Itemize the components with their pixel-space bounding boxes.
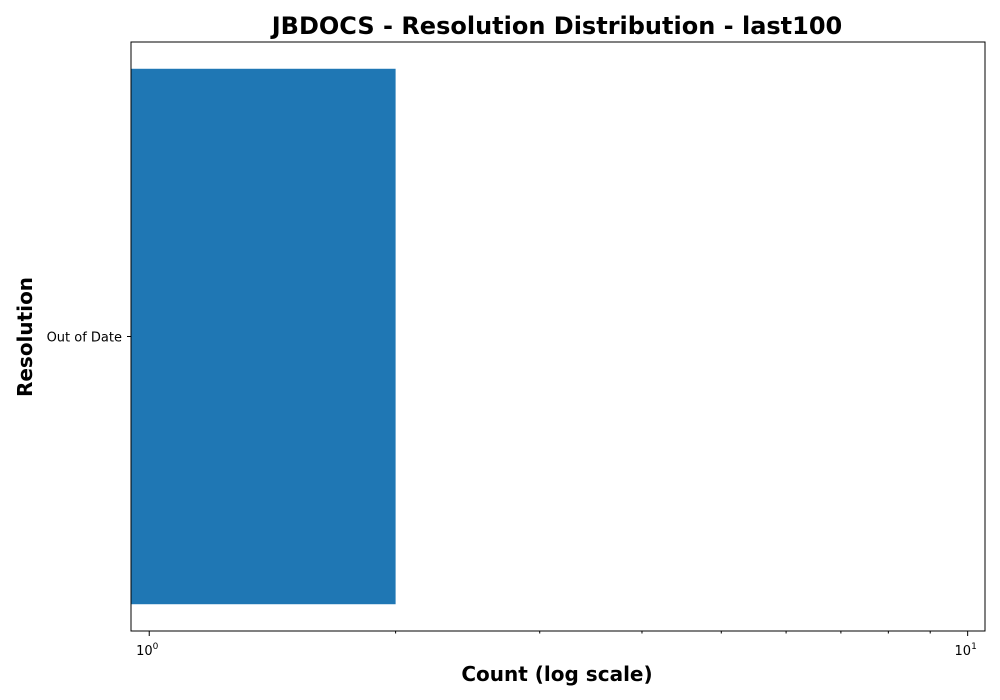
- bar-0: [131, 68, 396, 605]
- y-tick-label: Out of Date: [47, 331, 122, 346]
- x-ticks-group: 100 101: [136, 631, 977, 659]
- bars-group: [131, 68, 396, 605]
- x-tick-label-0: 100: [136, 642, 159, 659]
- x-axis-label: Count (log scale): [461, 662, 652, 686]
- y-axis-label: Resolution: [13, 277, 37, 397]
- chart-title: JBDOCS - Resolution Distribution - last1…: [270, 12, 843, 40]
- x-tick-label-1: 101: [955, 642, 977, 659]
- y-ticks-group: Out of Date: [47, 331, 131, 346]
